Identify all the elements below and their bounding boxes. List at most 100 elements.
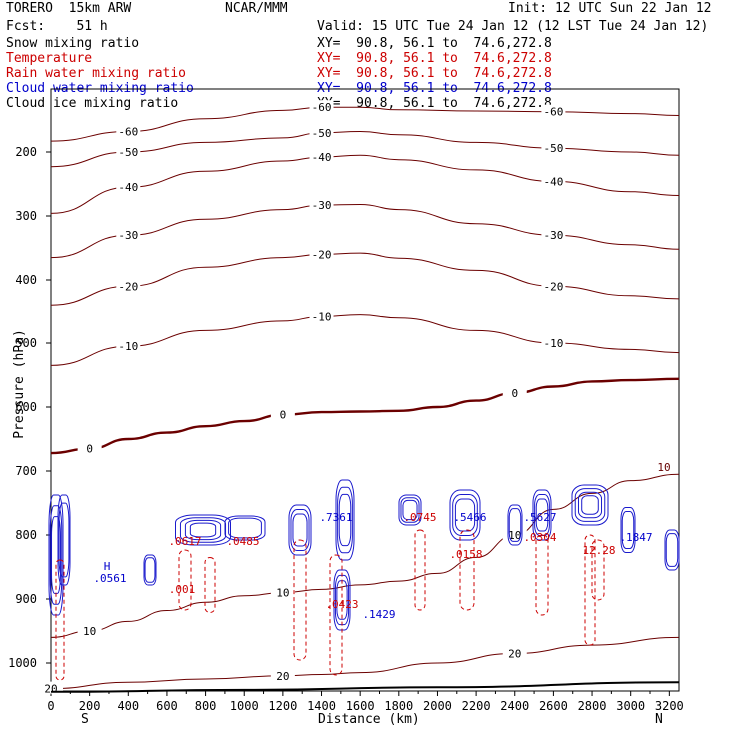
x-tick-label: 2800: [578, 699, 607, 713]
legend-snow-label: Snow mixing ratio: [6, 36, 140, 51]
isotherm--60: [50, 106, 680, 142]
extremum-label: H: [104, 560, 111, 573]
cloud-water-contour: [452, 494, 478, 536]
isotherm-label-bg: [502, 646, 527, 659]
isotherm-label: -10: [118, 340, 138, 353]
x-tick-label: 800: [195, 699, 217, 713]
y-tick-label: 200: [15, 145, 37, 159]
isotherm-label: -60: [312, 101, 332, 114]
isotherm-label: -10: [543, 337, 563, 350]
cloud-water-contour: [58, 502, 70, 578]
rain-contour: [178, 549, 192, 611]
isotherm-20: [50, 636, 680, 690]
cloud-water-contour: [577, 491, 603, 519]
legend-temperature-label: Temperature: [6, 51, 93, 66]
extremum-label: .0617: [168, 535, 201, 548]
x-end-left: S: [81, 712, 89, 727]
isotherm-label-bg: [541, 104, 566, 117]
isotherm-label: 10: [276, 587, 289, 600]
isotherm-label-bg: [270, 668, 295, 681]
isotherm-label-bg: [502, 385, 527, 398]
cloud-water-contour: [290, 509, 310, 551]
cloud-water-contour: [335, 479, 355, 561]
isotherm-label-bg: [116, 180, 141, 193]
cloud-water-contour: [532, 489, 552, 541]
extremum-label: 10: [657, 461, 670, 474]
rain-contour: [459, 529, 475, 611]
rain-contour: [535, 534, 549, 616]
isotherm-label-bg: [116, 124, 141, 137]
cloud-water-contour: [49, 505, 63, 605]
extremum-label: .0158: [449, 548, 482, 561]
extremum-label: .001: [169, 583, 196, 596]
rain-contour: [204, 557, 216, 613]
cloud-water-contour: [574, 488, 606, 522]
legend-rain-label: Rain water mixing ratio: [6, 66, 187, 81]
cloud-water-contour: [664, 529, 680, 571]
isotherm-label-bg: [116, 339, 141, 352]
isotherm-label: 10: [83, 625, 96, 638]
isotherm-label: 10: [508, 529, 521, 542]
x-tick-label: 600: [156, 699, 178, 713]
plot-frame: [50, 88, 680, 692]
isotherm-label-bg: [541, 174, 566, 187]
x-tick-label: 1600: [346, 699, 375, 713]
cloud-water-contour: [620, 507, 636, 553]
cloud-water-contour: [508, 508, 522, 542]
x-tick-label: 3200: [655, 699, 684, 713]
model-title: TORERO 15km ARW: [6, 1, 132, 16]
rain-contour: [55, 559, 65, 681]
extremum-label: .5466: [453, 511, 486, 524]
x-tick-label: 1200: [268, 699, 297, 713]
cloud-water-contour: [581, 495, 599, 515]
isotherm-label: 20: [508, 647, 521, 660]
cloud-water-contour: [189, 522, 217, 538]
x-tick-label: 2000: [423, 699, 452, 713]
cloud-water-contour: [398, 494, 422, 526]
isotherm-label-bg: [77, 624, 102, 636]
x-tick-label: 2400: [500, 699, 529, 713]
isotherm-label: -30: [312, 199, 332, 212]
isotherm--10: [50, 314, 680, 366]
y-tick-label: 400: [15, 273, 37, 287]
cloud-water-contour: [144, 557, 156, 583]
extremum-label: 12.28: [582, 544, 615, 557]
isotherm-label-bg: [116, 228, 141, 241]
extremum-label: .1429: [362, 608, 395, 621]
isotherm-label-bg: [116, 279, 141, 292]
surface-line: [50, 681, 680, 693]
y-tick-label: 600: [15, 400, 37, 414]
rain-contour: [329, 554, 343, 676]
isotherm-label: -60: [118, 126, 138, 139]
isotherm-label-bg: [309, 247, 334, 260]
cloud-water-contour: [288, 504, 312, 556]
isotherm-label: 0: [511, 387, 518, 400]
cloud-water-contour: [571, 484, 609, 526]
cloud-water-contour: [400, 497, 420, 523]
isotherm-0: [50, 377, 680, 455]
legend-cloudice-label: Cloud ice mixing ratio: [6, 96, 179, 111]
isotherm-label: -50: [543, 142, 563, 155]
cloud-water-contour: [292, 513, 308, 547]
cloud-water-contour: [535, 498, 549, 532]
rain-contour: [591, 539, 605, 601]
isotherm-label: -40: [543, 175, 563, 188]
isotherm--30: [50, 203, 680, 259]
extremum-label: .0423: [325, 598, 358, 611]
isotherm-label-bg: [309, 198, 334, 211]
x-tick-label: 3000: [616, 699, 645, 713]
legend-temperature-xy: XY= 90.8, 56.1 to 74.6,272.8: [317, 51, 552, 66]
org-label: NCAR/MMM: [225, 1, 288, 16]
extremum-label: .0485: [226, 535, 259, 548]
x-tick-label: 1800: [384, 699, 413, 713]
rain-contour: [414, 529, 426, 611]
isotherm-label: 0: [86, 443, 93, 456]
x-tick-label: 2600: [539, 699, 568, 713]
isotherm-label: -30: [543, 229, 563, 242]
isotherm-label-bg: [309, 125, 334, 138]
x-tick-label: 0: [47, 699, 54, 713]
x-axis-label: Distance (km): [318, 712, 420, 727]
rain-contour: [584, 534, 596, 646]
x-tick-label: 2200: [462, 699, 491, 713]
